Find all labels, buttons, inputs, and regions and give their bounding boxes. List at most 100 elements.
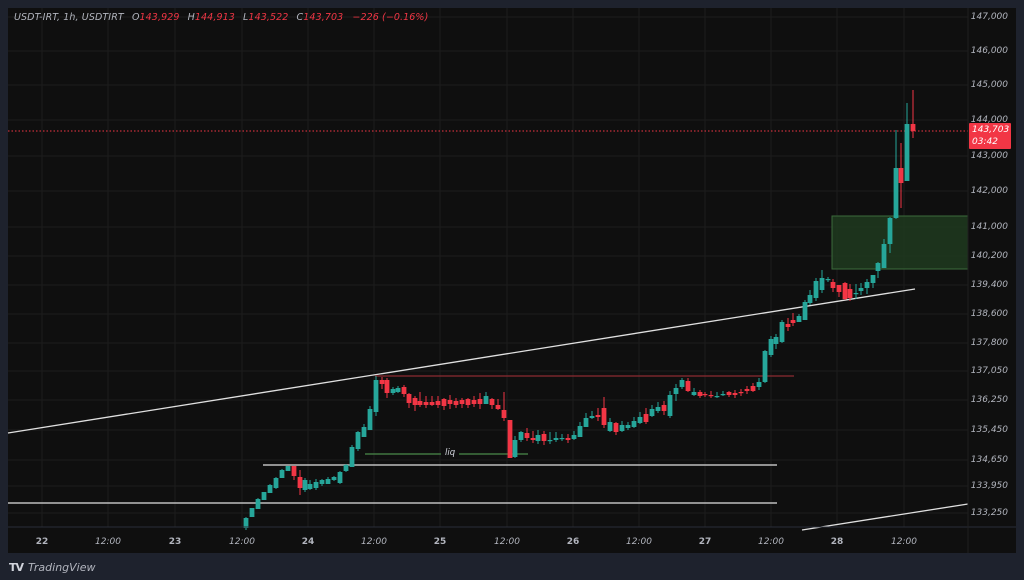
time-tick-label: 12:00	[361, 537, 387, 547]
candle	[836, 285, 842, 297]
candle	[267, 484, 273, 493]
close-label: C	[296, 12, 304, 23]
rising-trendline-upper[interactable]	[7, 288, 916, 434]
close-value: 143,703	[303, 12, 344, 23]
candle	[773, 334, 779, 349]
price-tick-label: 137,050	[970, 366, 1008, 376]
candle	[870, 275, 876, 288]
candle	[337, 471, 343, 484]
ohlc-legend: USDT-IRT, 1h, USDTIRT O143,929 H144,913 …	[14, 12, 428, 23]
candle	[619, 421, 625, 432]
candle	[796, 314, 802, 322]
low-value: 143,522	[248, 12, 289, 23]
candle	[435, 396, 441, 408]
candle	[331, 476, 337, 481]
candle	[355, 431, 361, 451]
candle	[726, 391, 732, 397]
candle	[395, 386, 401, 393]
brand-name: TradingView	[28, 561, 96, 574]
rising-trendline-lower[interactable]	[801, 503, 969, 531]
candle	[697, 390, 703, 398]
grid-lines	[8, 8, 968, 527]
candle	[243, 517, 249, 530]
price-tick-label: 133,250	[970, 508, 1008, 518]
price-tick-label: 141,000	[970, 222, 1008, 232]
time-tick-label: 12:00	[758, 537, 784, 547]
candle	[853, 284, 859, 299]
candle	[807, 290, 813, 305]
candle	[297, 470, 303, 495]
candle	[541, 431, 547, 445]
candles	[243, 90, 916, 530]
price-tick-label: 133,950	[970, 481, 1008, 491]
candle	[559, 434, 565, 441]
candle	[429, 396, 435, 406]
candle	[343, 464, 349, 472]
candle	[708, 391, 714, 398]
zones	[831, 215, 969, 270]
candle	[819, 270, 825, 293]
candle	[762, 350, 768, 383]
candle	[553, 432, 559, 442]
candle	[893, 130, 899, 219]
time-tick-label: 24	[301, 537, 315, 547]
candle	[875, 262, 881, 278]
candle	[483, 392, 489, 404]
candle	[423, 396, 429, 408]
candle	[302, 478, 308, 492]
time-tick-label: 26	[566, 537, 580, 547]
candle	[631, 417, 637, 428]
candle	[565, 434, 571, 443]
candle	[785, 318, 791, 331]
candle	[847, 284, 853, 301]
candle	[864, 279, 870, 294]
candle	[530, 431, 536, 443]
candle	[349, 445, 355, 467]
chart-frame[interactable]	[8, 8, 1016, 553]
candle	[625, 422, 631, 430]
candle	[401, 385, 407, 397]
candle	[825, 277, 831, 282]
candle	[518, 431, 524, 442]
candle	[255, 498, 261, 509]
candle	[881, 239, 887, 268]
candle	[477, 393, 483, 409]
candle	[501, 392, 507, 421]
tradingview-brand[interactable]: TV TradingView	[9, 561, 96, 574]
high-value: 144,913	[194, 12, 235, 23]
candle	[813, 278, 819, 301]
candle	[406, 393, 412, 408]
candle	[261, 492, 267, 500]
current-price: 143,703	[972, 125, 1010, 135]
price-tick-label: 147,000	[970, 12, 1008, 22]
liq-label: liq	[441, 448, 460, 458]
candle	[842, 282, 848, 300]
tradingview-logo-icon: TV	[9, 561, 24, 574]
demand-zone[interactable]	[831, 215, 969, 270]
price-tick-label: 142,000	[970, 186, 1008, 196]
candle	[512, 436, 518, 458]
time-tick-label: 12:00	[626, 537, 652, 547]
candle	[649, 405, 655, 417]
time-tick-label: 23	[168, 537, 182, 547]
candle	[910, 90, 916, 138]
candle	[887, 217, 893, 253]
candle	[830, 279, 836, 292]
time-tick-label: 12:00	[95, 537, 121, 547]
candle	[898, 143, 904, 208]
candle	[547, 432, 553, 444]
candle	[325, 477, 331, 484]
time-tick-label: 22	[35, 537, 49, 547]
candle	[637, 412, 643, 424]
time-tick-label: 12:00	[494, 537, 520, 547]
candle	[571, 431, 577, 440]
candle	[679, 378, 685, 389]
candle	[720, 391, 726, 396]
candle	[291, 466, 297, 480]
drawing-lines	[7, 130, 969, 531]
candle	[685, 378, 691, 392]
price-tick-label: 139,400	[970, 280, 1008, 290]
symbol-label[interactable]: USDT-IRT, 1h, USDTIRT	[14, 12, 124, 23]
time-tick-label: 28	[830, 537, 844, 547]
